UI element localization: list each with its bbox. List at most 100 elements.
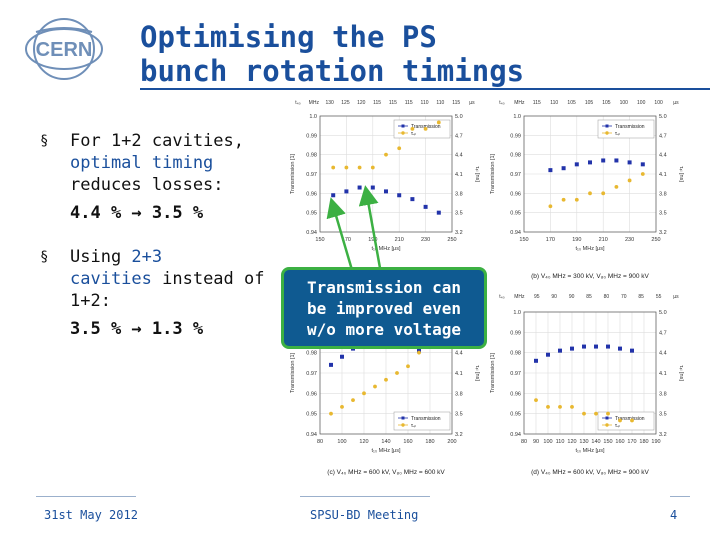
transmission-point xyxy=(588,160,592,165)
title-line-2: bunch rotation timings xyxy=(140,54,525,88)
y2-tick-label: 5.0 xyxy=(455,114,463,120)
bullet-2-highlight: 2+3 xyxy=(131,247,163,267)
transmission-point xyxy=(630,348,634,353)
bullet-2-prefix: Using xyxy=(70,247,132,267)
top-axis-label: 115 xyxy=(533,100,541,106)
callout-line-1: Transmission can xyxy=(306,277,462,297)
tau-point xyxy=(436,120,441,125)
x-tick-label: 230 xyxy=(421,237,430,243)
tau-point xyxy=(357,165,362,170)
tau-point xyxy=(406,364,410,369)
tau-point xyxy=(423,126,428,131)
plot-frame xyxy=(523,115,657,233)
top-axis-label: 110 xyxy=(436,100,444,106)
legend-entry-transmission: Transmission xyxy=(411,416,441,422)
y-tick-label: 0.94 xyxy=(306,230,317,236)
y2-tick-label: 3.2 xyxy=(455,230,463,236)
y2-tick-label: 3.2 xyxy=(659,230,667,236)
x-tick-label: 150 xyxy=(519,237,528,243)
y2-axis-label: τ₄ₗ [ns] xyxy=(678,166,684,182)
tau-point xyxy=(582,411,586,416)
legend-box xyxy=(393,119,451,139)
tau-point xyxy=(574,197,579,202)
y-axis-label: Transmission [1] xyxy=(490,153,496,194)
legend-entry-tau: τ₄ₗ xyxy=(615,131,620,137)
y2-tick-label: 4.1 xyxy=(659,371,667,377)
y-axis-label: Transmission [1] xyxy=(290,153,296,194)
y-tick-label: 0.97 xyxy=(510,172,521,178)
y-tick-label: 0.98 xyxy=(306,351,317,357)
x-tick-label: 180 xyxy=(639,439,648,445)
x-tick-label: 180 xyxy=(425,439,434,445)
y-tick-label: 0.94 xyxy=(510,432,521,438)
y-tick-label: 0.94 xyxy=(510,230,521,236)
y2-tick-label: 4.4 xyxy=(455,351,463,357)
transmission-point xyxy=(384,189,388,194)
x-axis-label: t₁₀ MHz [μs] xyxy=(575,246,604,252)
y-tick-label: 0.94 xyxy=(306,432,317,438)
y2-tick-label: 3.8 xyxy=(659,391,667,397)
x-tick-label: 230 xyxy=(625,237,634,243)
transmission-point xyxy=(534,358,538,363)
y-tick-label: 0.95 xyxy=(510,412,521,418)
y-tick-label: 0.98 xyxy=(510,351,521,357)
legend-entry-tau: τ₄ₗ xyxy=(411,423,416,429)
tau-point xyxy=(362,391,366,396)
x-axis-label: t₁₀ MHz [μs] xyxy=(575,448,604,454)
svg-text:CERN: CERN xyxy=(36,39,93,61)
y2-tick-label: 4.1 xyxy=(455,172,463,178)
y2-tick-label: 3.8 xyxy=(659,191,667,197)
y-tick-label: 0.97 xyxy=(510,371,521,377)
tau-point xyxy=(627,178,632,183)
footer-rule-right xyxy=(670,496,690,497)
y2-tick-label: 4.4 xyxy=(659,153,667,159)
top-axis-label: MHz xyxy=(514,100,525,106)
x-axis-label: t₁₀ MHz [μs] xyxy=(371,448,400,454)
y-tick-label: 0.96 xyxy=(306,191,317,197)
y2-tick-label: 3.5 xyxy=(659,211,667,217)
top-axis-label: 95 xyxy=(534,294,540,300)
top-axis-label: 90 xyxy=(551,294,557,300)
legend-entry-tau: τ₄ₗ xyxy=(615,423,620,429)
tau-point xyxy=(534,398,538,403)
x-tick-label: 150 xyxy=(315,237,324,243)
y-tick-label: 0.99 xyxy=(306,133,317,139)
legend-marker-tau xyxy=(605,131,609,135)
legend-marker-tau xyxy=(401,423,405,427)
top-axis-label: 100 xyxy=(637,100,646,106)
top-axis-label: MHz xyxy=(514,294,525,300)
cern-logo: CERN xyxy=(25,18,103,80)
chart-caption: (d) V₄₀ MHz = 600 kV, V₈₀ MHz = 900 kV xyxy=(531,469,649,476)
top-axis-label: 100 xyxy=(620,100,629,106)
chart-caption: (b) V₄₀ MHz = 300 kV, V₈₀ MHz = 900 kV xyxy=(531,273,649,280)
bullet-marker: § xyxy=(40,249,49,265)
legend-entry-transmission: Transmission xyxy=(411,124,441,130)
y2-tick-label: 3.8 xyxy=(455,191,463,197)
y-tick-label: 0.98 xyxy=(306,153,317,159)
x-tick-label: 80 xyxy=(521,439,527,445)
chart-panel-b: 0.94 0.95 0.96 0.97 0.98 0.99 1.0 3.2 3.5 3.8 4.1 4… xyxy=(484,94,694,254)
y-tick-label: 0.97 xyxy=(306,172,317,178)
x-tick-label: 120 xyxy=(359,439,368,445)
x-tick-label: 170 xyxy=(342,237,351,243)
x-tick-label: 190 xyxy=(368,237,377,243)
y2-tick-label: 3.5 xyxy=(659,412,667,418)
y-axis-label: Transmission [1] xyxy=(490,352,496,393)
y-tick-label: 0.97 xyxy=(306,371,317,377)
y-tick-label: 0.96 xyxy=(510,391,521,397)
legend-marker-transmission xyxy=(401,124,405,128)
x-tick-label: 120 xyxy=(567,439,576,445)
x-tick-label: 130 xyxy=(579,439,588,445)
y-tick-label: 0.96 xyxy=(306,391,317,397)
top-axis-label: 115 xyxy=(373,100,381,106)
transmission-point xyxy=(423,204,428,209)
y-tick-label: 0.98 xyxy=(510,153,521,159)
legend-marker-transmission xyxy=(605,124,609,128)
tau-point xyxy=(630,418,634,423)
footer-rule-center xyxy=(300,496,430,497)
x-tick-label: 190 xyxy=(572,237,581,243)
y2-tick-label: 4.1 xyxy=(455,371,463,377)
tau-point xyxy=(344,165,349,170)
transmission-point xyxy=(546,352,550,357)
